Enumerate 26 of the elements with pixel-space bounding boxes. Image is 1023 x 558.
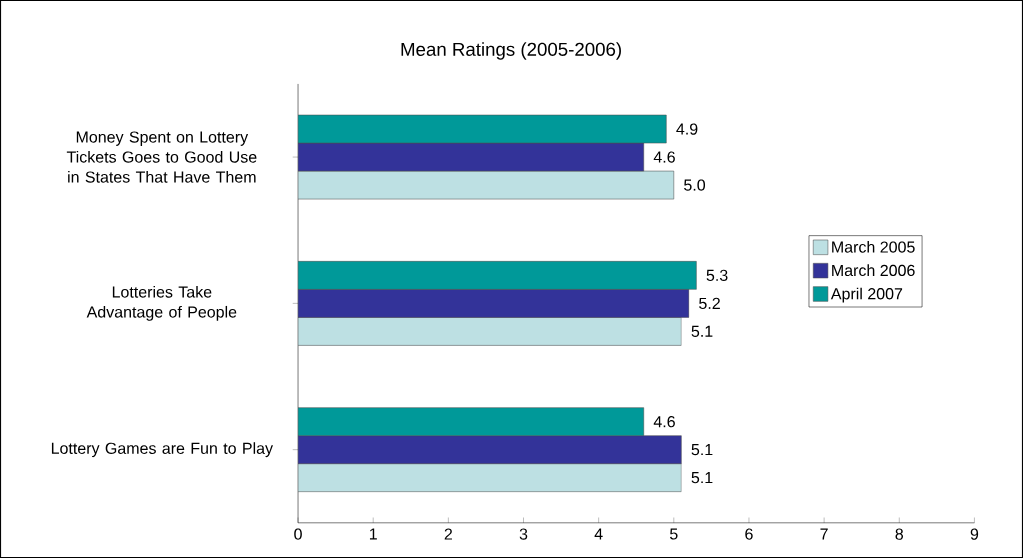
data-label: 5.2 [699, 297, 720, 310]
data-label: 5.1 [691, 472, 713, 484]
x-tick-label: 3 [519, 528, 528, 540]
x-tick-label: 0 [294, 528, 302, 540]
legend-label: March 2005 [832, 240, 915, 253]
x-tick-label: 2 [444, 528, 452, 540]
legend-label: April 2007 [830, 287, 903, 303]
x-tick-label: 8 [895, 528, 904, 540]
data-label: 5.0 [684, 179, 706, 191]
data-label: 5.1 [691, 444, 713, 456]
legend-label: March 2006 [832, 264, 915, 277]
x-tick-label: 4 [594, 528, 603, 540]
y-tick-label: Lotteries Take Advantage of People [86, 285, 237, 321]
y-tick-label: Money Spent on Lottery Tickets Goes to Good Use in States That Have Them [66, 131, 257, 183]
data-label: 5.3 [706, 269, 728, 281]
chart-title: Mean Ratings (2005-2006) [401, 42, 621, 60]
x-tick-label: 6 [745, 528, 753, 540]
data-label: 4.6 [653, 415, 675, 428]
data-label: 4.6 [653, 151, 675, 163]
x-tick-label: 9 [970, 528, 979, 540]
data-label: 4.9 [676, 123, 698, 135]
data-label: 5.1 [691, 325, 713, 337]
x-tick-label: 7 [820, 528, 828, 540]
x-tick-label: 1 [369, 528, 377, 540]
y-tick-label: Lottery Games are Fun to Play [51, 442, 273, 458]
x-tick-label: 5 [670, 528, 678, 540]
